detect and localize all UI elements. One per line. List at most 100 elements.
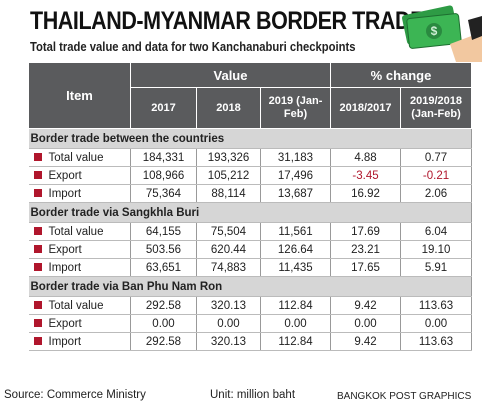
section-row: Border trade via Sangkhla Buri (28, 202, 473, 223)
row-label: Total value (48, 151, 104, 164)
cell: 0.00 (260, 314, 332, 333)
bullet (33, 262, 42, 271)
cell: -3.45 (330, 166, 402, 185)
credit: BANGKOK POST GRAPHICS (337, 391, 472, 402)
cell: 9.42 (330, 296, 402, 315)
cell: 31,183 (260, 148, 332, 167)
cell: 184,331 (130, 148, 197, 167)
row-label: Export (48, 317, 82, 330)
section-row: Border trade between the countries (28, 128, 473, 149)
row-label: Import (48, 187, 82, 200)
cell: 620.44 (196, 240, 261, 259)
column-header-row: 2017 2018 2019 (Jan-Feb) 2018/2017 2019/2018… (29, 87, 473, 129)
row-label-cell: Import (28, 332, 131, 351)
section-title: Border trade between the countries (28, 128, 473, 149)
cell: 75,504 (196, 222, 261, 241)
cell: 112.84 (260, 332, 332, 351)
cell: 0.77 (400, 148, 473, 167)
cell: 292.58 (130, 296, 197, 315)
cell: 0.00 (196, 314, 261, 333)
section-row: Border trade via Ban Phu Nam Ron (28, 276, 473, 297)
row-label-cell: Import (28, 258, 131, 277)
data-row: Export 503.56 620.44 126.64 23.21 19.10 (28, 240, 473, 259)
cell: -0.21 (400, 166, 473, 185)
cell: 17.69 (330, 222, 402, 241)
data-row: Export 108,966 105,212 17,496 -3.45 -0.21 (28, 166, 473, 185)
cell: 88,114 (196, 184, 261, 203)
cell: 75,364 (130, 184, 197, 203)
column-header: 2018/2017 (330, 87, 402, 129)
cell: 4.88 (330, 148, 402, 167)
column-header: 2019 (Jan-Feb) (259, 87, 332, 129)
column-header: 2018 (196, 87, 261, 129)
bullet (33, 170, 42, 179)
row-label-cell: Total value (28, 148, 131, 167)
cell: 2.06 (400, 184, 473, 203)
row-label: Export (48, 169, 82, 182)
row-label-cell: Export (28, 240, 131, 259)
data-row: Import 292.58 320.13 112.84 9.42 113.63 (28, 332, 473, 351)
bullet (33, 300, 42, 309)
cell: 17.65 (330, 258, 402, 277)
row-label: Export (48, 243, 82, 256)
cell: 9.42 (330, 332, 402, 351)
data-row: Total value 64,155 75,504 11,561 17.69 6.04 (28, 222, 473, 241)
bullet (33, 152, 42, 161)
data-row: Import 63,651 74,883 11,435 17.65 5.91 (28, 258, 473, 277)
item-header: Item (28, 62, 131, 129)
cell: 320.13 (196, 332, 261, 351)
bullet (33, 226, 42, 235)
data-row: Total value 292.58 320.13 112.84 9.42 113.63 (28, 296, 473, 315)
subtitle: Total trade value and data for two Kanch… (30, 40, 356, 54)
row-label: Import (48, 261, 82, 274)
data-row: Import 75,364 88,114 13,687 16.92 2.06 (28, 184, 473, 203)
bullet (33, 244, 42, 253)
cell: 64,155 (130, 222, 197, 241)
source: Source: Commerce Ministry (4, 389, 146, 401)
row-label: Import (48, 335, 82, 348)
cell: 113.63 (400, 296, 473, 315)
cell: 0.00 (130, 314, 197, 333)
cell: 105,212 (196, 166, 261, 185)
cell: 23.21 (330, 240, 402, 259)
cell: 13,687 (260, 184, 332, 203)
column-header: 2017 (130, 87, 197, 129)
cell: 193,326 (196, 148, 261, 167)
column-header: 2019/2018 (Jan-Feb) (400, 87, 473, 129)
bullet (33, 318, 42, 327)
title: THAILAND-MYANMAR BORDER TRADE (30, 7, 425, 35)
cell: 19.10 (400, 240, 473, 259)
cell: 292.58 (130, 332, 197, 351)
cell: 113.63 (400, 332, 473, 351)
row-label-cell: Total value (28, 222, 131, 241)
cell: 0.00 (330, 314, 402, 333)
cell: 112.84 (260, 296, 332, 315)
money-icon: $ (402, 5, 482, 62)
data-row: Total value 184,331 193,326 31,183 4.88 0.77 (28, 148, 473, 167)
section-title: Border trade via Sangkhla Buri (28, 202, 473, 223)
cell: 11,435 (260, 258, 332, 277)
cell: 5.91 (400, 258, 473, 277)
row-label-cell: Export (28, 314, 131, 333)
bullet (33, 188, 42, 197)
section-title: Border trade via Ban Phu Nam Ron (28, 276, 473, 297)
group-header: % change (330, 62, 473, 88)
unit: Unit: million baht (210, 389, 296, 401)
data-row: Export 0.00 0.00 0.00 0.00 0.00 (28, 314, 473, 333)
cell: 74,883 (196, 258, 261, 277)
trade-table: Item Value% change 2017 2018 2019 (Jan-Feb) 2… (28, 62, 473, 351)
bullet (33, 336, 42, 345)
row-label: Total value (48, 225, 104, 238)
cell: 17,496 (260, 166, 332, 185)
cell: 16.92 (330, 184, 402, 203)
cell: 320.13 (196, 296, 261, 315)
group-header-row: Item Value% change (28, 62, 473, 129)
cell: 503.56 (130, 240, 197, 259)
row-label-cell: Total value (28, 296, 131, 315)
row-label-cell: Import (28, 184, 131, 203)
svg-text:$: $ (431, 24, 438, 38)
row-label: Total value (48, 299, 104, 312)
